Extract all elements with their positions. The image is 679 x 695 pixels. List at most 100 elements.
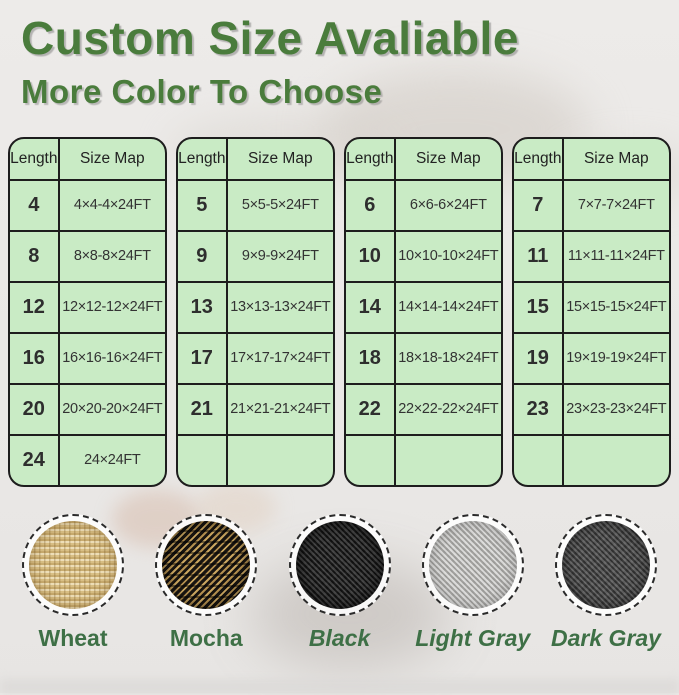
size-table: Length Size Map 7 7×7-7×24FT 11 11×11-11×24FT… bbox=[512, 136, 671, 487]
length-cell: 13 bbox=[178, 282, 228, 332]
length-cell: 14 bbox=[346, 282, 396, 332]
length-cell bbox=[178, 435, 228, 485]
page-title: Custom Size Avaliable bbox=[21, 12, 519, 64]
table-row: 6 6×6-6×24FT bbox=[346, 178, 501, 230]
size-map-cell: 10×10-10×24FT bbox=[398, 248, 499, 265]
length-cell: 12 bbox=[10, 282, 60, 332]
page-subtitle: More Color To Choose bbox=[21, 73, 383, 111]
swatch-dashed-ring bbox=[155, 513, 258, 616]
size-map-cell: 11×11-11×24FT bbox=[567, 248, 665, 265]
size-map-cell: 24×24FT bbox=[84, 452, 141, 469]
color-swatch-wheat: Wheat bbox=[13, 513, 133, 652]
length-cell: 8 bbox=[10, 231, 60, 281]
length-cell: 18 bbox=[346, 333, 396, 383]
table-header-row: Length Size Map bbox=[514, 138, 669, 179]
table-row: 19 19×19-19×24FT bbox=[514, 331, 669, 383]
length-column-header: Length bbox=[514, 138, 564, 179]
fabric-texture-black bbox=[295, 520, 384, 609]
fabric-texture-light-gray bbox=[428, 520, 517, 609]
swatch-dashed-ring bbox=[555, 513, 657, 616]
swatch-dashed-ring bbox=[421, 513, 524, 616]
length-cell: 5 bbox=[178, 180, 228, 230]
length-cell: 6 bbox=[346, 180, 396, 230]
length-cell: 11 bbox=[514, 231, 564, 281]
swatch-label: Black bbox=[308, 624, 371, 651]
table-row: 5 5×5-5×24FT bbox=[178, 178, 333, 230]
table-row: 21 21×21-21×24FT bbox=[178, 382, 333, 434]
length-column-header: Length bbox=[346, 138, 396, 179]
size-map-cell bbox=[228, 436, 333, 485]
table-row: 17 17×17-17×24FT bbox=[178, 331, 333, 383]
background-blur-shape bbox=[0, 679, 679, 695]
color-swatch-black: Black bbox=[280, 513, 400, 652]
length-cell bbox=[346, 435, 396, 485]
size-map-cell: 12×12-12×24FT bbox=[62, 299, 163, 316]
table-row: 9 9×9-9×24FT bbox=[178, 229, 333, 281]
fabric-texture-wheat bbox=[29, 520, 117, 609]
size-map-cell: 15×15-15×24FT bbox=[566, 299, 667, 316]
size-map-cell: 20×20-20×24FT bbox=[62, 401, 163, 418]
size-map-cell: 18×18-18×24FT bbox=[398, 350, 499, 367]
table-row: 15 15×15-15×24FT bbox=[514, 280, 669, 332]
length-cell: 16 bbox=[10, 333, 60, 383]
table-row: 7 7×7-7×24FT bbox=[514, 178, 669, 230]
swatch-label: Mocha bbox=[169, 624, 243, 651]
length-cell: 10 bbox=[346, 231, 396, 281]
size-map-cell: 21×21-21×24FT bbox=[230, 401, 331, 418]
table-row: 10 10×10-10×24FT bbox=[346, 229, 501, 281]
length-column-header: Length bbox=[178, 138, 228, 179]
size-map-column-header: Size Map bbox=[79, 149, 145, 167]
length-cell: 24 bbox=[10, 435, 60, 485]
fabric-texture-dark-gray bbox=[562, 520, 650, 609]
length-cell: 21 bbox=[178, 384, 228, 434]
length-cell: 22 bbox=[346, 384, 396, 434]
length-column-header: Length bbox=[10, 138, 60, 179]
length-cell: 15 bbox=[514, 282, 564, 332]
swatch-label: Wheat bbox=[38, 624, 108, 651]
table-row: 16 16×16-16×24FT bbox=[10, 331, 165, 383]
table-row: 24 24×24FT bbox=[10, 433, 165, 485]
size-map-cell bbox=[396, 436, 501, 485]
table-row: 4 4×4-4×24FT bbox=[10, 178, 165, 230]
length-cell: 19 bbox=[514, 333, 564, 383]
table-row: 18 18×18-18×24FT bbox=[346, 331, 501, 383]
table-row bbox=[346, 433, 501, 485]
size-map-cell: 16×16-16×24FT bbox=[62, 350, 163, 367]
size-map-cell: 14×14-14×24FT bbox=[398, 299, 499, 316]
size-map-column-header: Size Map bbox=[247, 149, 313, 167]
table-row: 13 13×13-13×24FT bbox=[178, 280, 333, 332]
color-swatch-light-gray: Light Gray bbox=[413, 513, 533, 652]
size-map-cell: 5×5-5×24FT bbox=[241, 197, 319, 214]
size-map-cell: 8×8-8×24FT bbox=[73, 248, 151, 265]
length-cell: 7 bbox=[514, 180, 564, 230]
table-row: 14 14×14-14×24FT bbox=[346, 280, 501, 332]
table-row bbox=[514, 433, 669, 485]
length-cell: 17 bbox=[178, 333, 228, 383]
size-map-cell: 22×22-22×24FT bbox=[398, 401, 499, 418]
size-table: Length Size Map 4 4×4-4×24FT 8 8×8-8×24FT 12 12… bbox=[8, 136, 167, 487]
product-infographic: Custom Size Avaliable More Color To Choo… bbox=[0, 14, 679, 652]
table-header-row: Length Size Map bbox=[178, 138, 333, 179]
table-header-row: Length Size Map bbox=[346, 138, 501, 179]
size-map-cell: 13×13-13×24FT bbox=[230, 299, 331, 316]
size-map-cell: 6×6-6×24FT bbox=[409, 197, 487, 214]
size-table: Length Size Map 6 6×6-6×24FT 10 10×10-10×24FT… bbox=[344, 136, 503, 487]
table-row: 12 12×12-12×24FT bbox=[10, 280, 165, 332]
length-cell: 20 bbox=[10, 384, 60, 434]
size-map-cell: 9×9-9×24FT bbox=[241, 248, 319, 265]
table-row: 22 22×22-22×24FT bbox=[346, 382, 501, 434]
color-swatches: Wheat Mocha Black Light Gray Dark Gray bbox=[0, 513, 679, 652]
size-map-column-header: Size Map bbox=[583, 149, 649, 167]
length-cell: 23 bbox=[514, 384, 564, 434]
table-header-row: Length Size Map bbox=[10, 138, 165, 179]
swatch-dashed-ring bbox=[288, 513, 391, 616]
table-row: 20 20×20-20×24FT bbox=[10, 382, 165, 434]
swatch-label: Dark Gray bbox=[551, 624, 661, 651]
length-cell bbox=[514, 435, 564, 485]
fabric-texture-mocha bbox=[162, 520, 251, 609]
size-map-column-header: Size Map bbox=[415, 149, 481, 167]
table-row: 23 23×23-23×24FT bbox=[514, 382, 669, 434]
length-cell: 4 bbox=[10, 180, 60, 230]
swatch-dashed-ring bbox=[22, 513, 124, 616]
color-swatch-mocha: Mocha bbox=[146, 513, 266, 652]
